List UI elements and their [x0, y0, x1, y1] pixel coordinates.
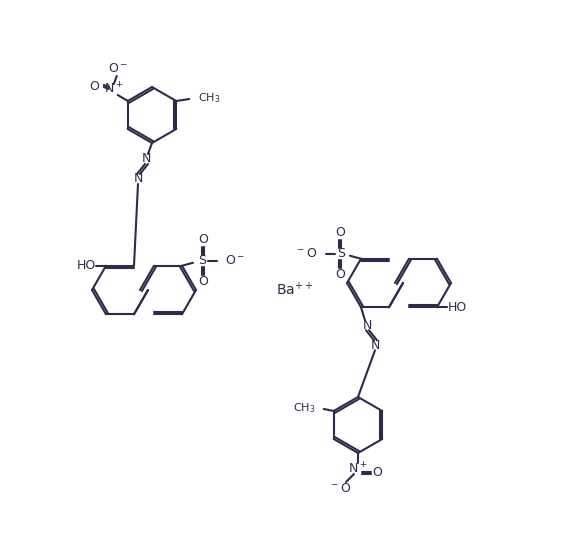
Text: O$^-$: O$^-$	[225, 254, 245, 267]
Text: Ba$^{++}$: Ba$^{++}$	[276, 281, 314, 299]
Text: N: N	[362, 319, 372, 332]
Text: O: O	[335, 268, 345, 281]
Text: N: N	[133, 172, 143, 185]
Text: $^-$O: $^-$O	[329, 482, 351, 494]
Text: HO: HO	[447, 301, 467, 314]
Text: O: O	[198, 275, 208, 288]
Text: N: N	[141, 152, 151, 166]
Text: O: O	[335, 226, 345, 239]
Text: N$^+$: N$^+$	[104, 81, 124, 97]
Text: S: S	[337, 247, 345, 260]
Text: O: O	[198, 233, 208, 246]
Text: HO: HO	[76, 259, 95, 272]
Text: N: N	[370, 339, 380, 352]
Text: N$^+$: N$^+$	[348, 461, 368, 477]
Text: O: O	[372, 466, 382, 479]
Text: S: S	[198, 254, 206, 267]
Text: CH$_3$: CH$_3$	[293, 401, 316, 415]
Text: CH$_3$: CH$_3$	[198, 91, 221, 105]
Text: O: O	[89, 79, 99, 93]
Text: O$^-$: O$^-$	[108, 62, 128, 75]
Text: $^-$O: $^-$O	[295, 247, 317, 260]
